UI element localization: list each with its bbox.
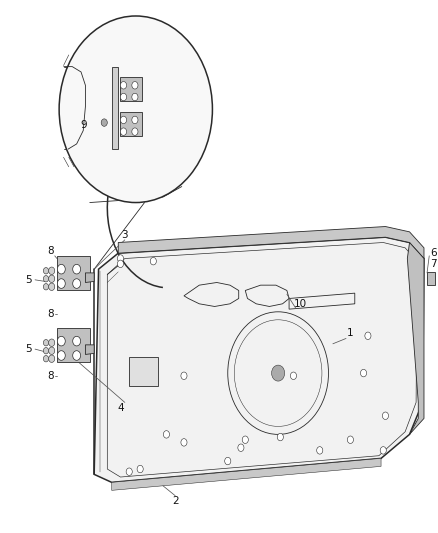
Circle shape bbox=[137, 465, 143, 473]
Circle shape bbox=[290, 372, 297, 379]
Circle shape bbox=[49, 267, 55, 274]
Polygon shape bbox=[120, 112, 142, 136]
Circle shape bbox=[132, 128, 138, 135]
Text: 8: 8 bbox=[47, 371, 54, 381]
Circle shape bbox=[43, 284, 49, 290]
Circle shape bbox=[277, 433, 283, 441]
Text: 8: 8 bbox=[47, 246, 54, 255]
Text: 6: 6 bbox=[430, 248, 437, 258]
Circle shape bbox=[57, 279, 65, 288]
Text: 1: 1 bbox=[347, 328, 354, 338]
Circle shape bbox=[43, 276, 49, 282]
Circle shape bbox=[120, 116, 127, 124]
Circle shape bbox=[120, 128, 127, 135]
Text: 7: 7 bbox=[430, 259, 437, 269]
Circle shape bbox=[43, 348, 49, 354]
Text: 4: 4 bbox=[117, 403, 124, 413]
Text: 5: 5 bbox=[25, 275, 32, 285]
Circle shape bbox=[272, 365, 285, 381]
Circle shape bbox=[57, 336, 65, 346]
Polygon shape bbox=[85, 273, 94, 282]
Circle shape bbox=[181, 439, 187, 446]
Text: 8: 8 bbox=[47, 310, 54, 319]
Circle shape bbox=[101, 119, 107, 126]
Circle shape bbox=[150, 257, 156, 265]
Circle shape bbox=[242, 436, 248, 443]
Circle shape bbox=[49, 339, 55, 346]
Polygon shape bbox=[407, 243, 424, 434]
Circle shape bbox=[428, 274, 434, 282]
Text: 2: 2 bbox=[172, 496, 179, 506]
Circle shape bbox=[225, 457, 231, 465]
Circle shape bbox=[59, 16, 212, 203]
Polygon shape bbox=[112, 458, 381, 490]
Text: 10: 10 bbox=[293, 299, 307, 309]
Circle shape bbox=[73, 264, 81, 274]
Circle shape bbox=[181, 372, 187, 379]
Polygon shape bbox=[427, 272, 435, 285]
Circle shape bbox=[49, 347, 55, 354]
Circle shape bbox=[57, 351, 65, 360]
Polygon shape bbox=[120, 77, 142, 101]
Circle shape bbox=[49, 355, 55, 362]
Circle shape bbox=[117, 255, 124, 262]
Polygon shape bbox=[57, 256, 90, 290]
Circle shape bbox=[317, 447, 323, 454]
Circle shape bbox=[132, 82, 138, 89]
Circle shape bbox=[380, 447, 386, 454]
Circle shape bbox=[57, 264, 65, 274]
Circle shape bbox=[365, 332, 371, 340]
Polygon shape bbox=[57, 328, 90, 362]
Circle shape bbox=[117, 260, 124, 268]
Circle shape bbox=[73, 279, 81, 288]
Circle shape bbox=[43, 356, 49, 362]
Circle shape bbox=[73, 336, 81, 346]
Polygon shape bbox=[112, 67, 118, 149]
Circle shape bbox=[382, 412, 389, 419]
Circle shape bbox=[126, 468, 132, 475]
Polygon shape bbox=[85, 345, 94, 354]
Circle shape bbox=[43, 340, 49, 346]
Text: 5: 5 bbox=[25, 344, 32, 354]
Circle shape bbox=[163, 431, 170, 438]
Polygon shape bbox=[94, 237, 424, 482]
Circle shape bbox=[120, 82, 127, 89]
Circle shape bbox=[347, 436, 353, 443]
Circle shape bbox=[73, 351, 81, 360]
Text: 3: 3 bbox=[121, 230, 128, 239]
Circle shape bbox=[360, 369, 367, 377]
Circle shape bbox=[132, 116, 138, 124]
Circle shape bbox=[120, 93, 127, 101]
Polygon shape bbox=[129, 357, 158, 386]
Circle shape bbox=[43, 268, 49, 274]
Circle shape bbox=[49, 283, 55, 290]
Circle shape bbox=[238, 444, 244, 451]
Circle shape bbox=[49, 275, 55, 282]
Circle shape bbox=[132, 93, 138, 101]
Text: 9: 9 bbox=[80, 120, 87, 130]
Polygon shape bbox=[118, 227, 424, 259]
